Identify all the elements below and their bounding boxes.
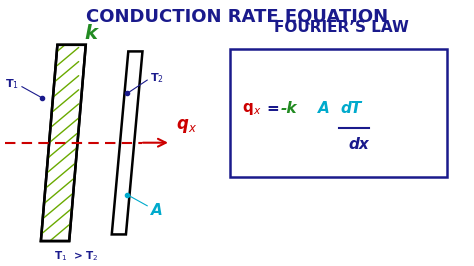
Text: T$_1$  > T$_2$: T$_1$ > T$_2$ xyxy=(54,249,99,263)
Text: =: = xyxy=(266,101,279,116)
Text: A: A xyxy=(151,203,163,218)
Text: dx: dx xyxy=(348,136,369,152)
Text: CONDUCTION RATE EQUATION: CONDUCTION RATE EQUATION xyxy=(86,7,388,25)
Polygon shape xyxy=(41,45,86,241)
Text: dT: dT xyxy=(340,101,361,116)
Text: FOURIER’S LAW: FOURIER’S LAW xyxy=(273,20,409,35)
Bar xyxy=(230,49,447,177)
Text: q$_x$: q$_x$ xyxy=(175,117,197,135)
Polygon shape xyxy=(112,51,143,234)
Text: -k: -k xyxy=(281,101,297,116)
Text: q$_x$: q$_x$ xyxy=(242,101,261,117)
Text: A: A xyxy=(318,101,330,116)
Polygon shape xyxy=(41,45,86,241)
Text: k: k xyxy=(84,24,97,43)
Text: T$_1$: T$_1$ xyxy=(5,78,18,92)
Text: T$_2$: T$_2$ xyxy=(150,71,164,85)
